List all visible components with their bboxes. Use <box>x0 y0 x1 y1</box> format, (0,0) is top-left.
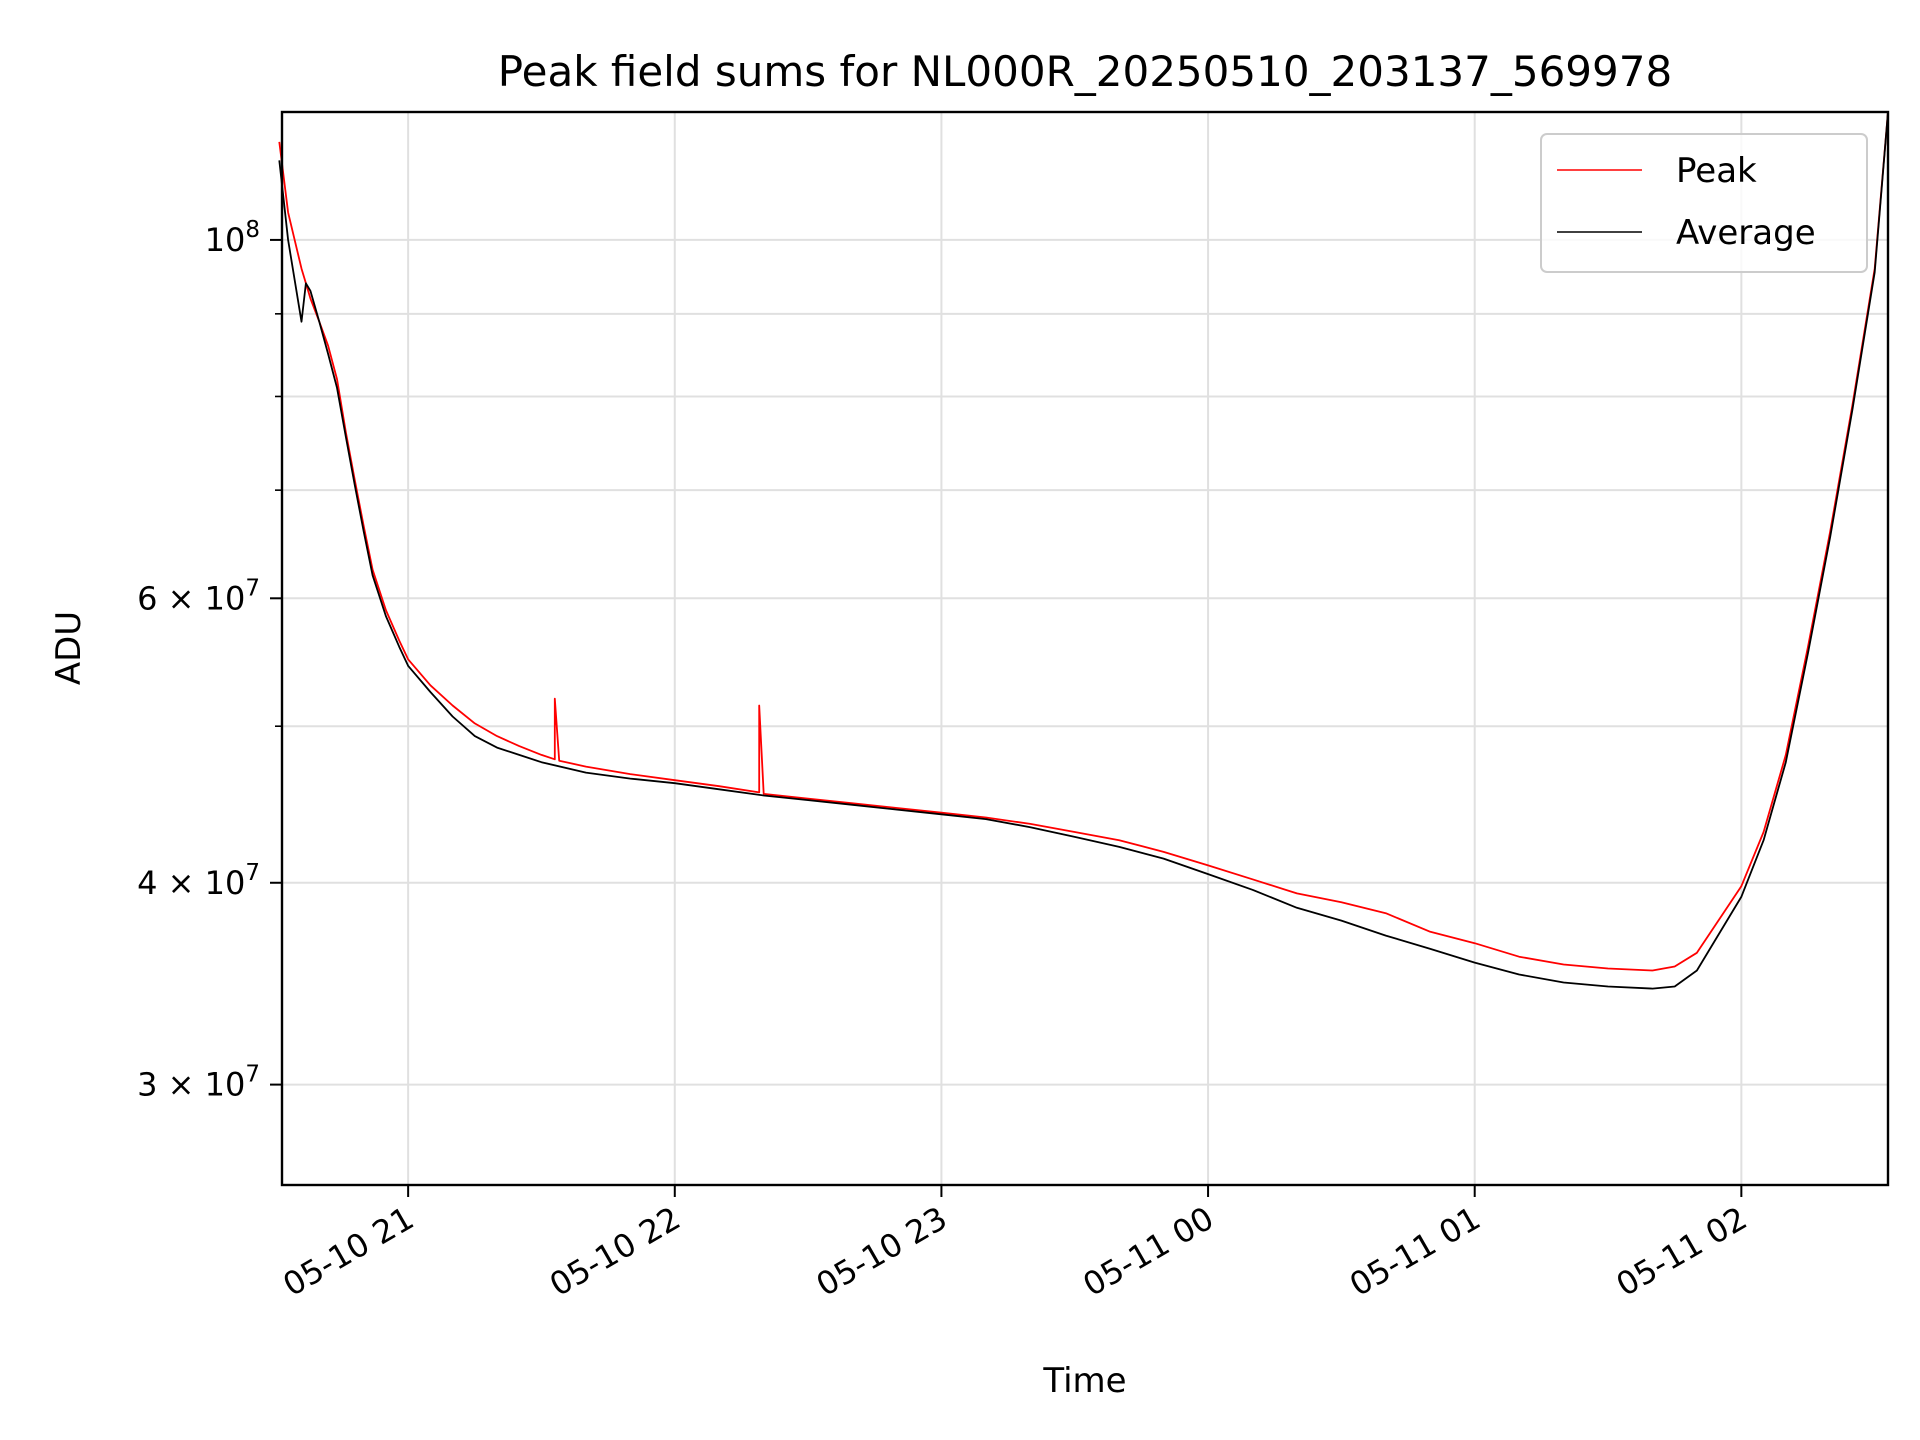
series-line-average <box>278 111 1889 990</box>
y-tick-label: 3 × 107 <box>137 1062 260 1104</box>
series-lines <box>278 111 1889 990</box>
y-tick-label: 4 × 107 <box>137 860 260 902</box>
legend-box <box>1540 133 1868 273</box>
x-axis-title: Time <box>1042 1361 1126 1401</box>
series-line-peak <box>278 111 1889 972</box>
legend-peak-label: Peak <box>1676 151 1757 191</box>
legend-average-label: Average <box>1676 213 1816 253</box>
plot-frame <box>280 110 1890 1187</box>
legend: Peak Average <box>1540 133 1868 273</box>
y-tick-label: 108 <box>205 217 260 259</box>
chart-title: Peak field sums for NL000R_20250510_2031… <box>498 47 1672 96</box>
y-axis-title: ADU <box>49 611 89 685</box>
y-tick-label: 6 × 107 <box>137 575 260 617</box>
